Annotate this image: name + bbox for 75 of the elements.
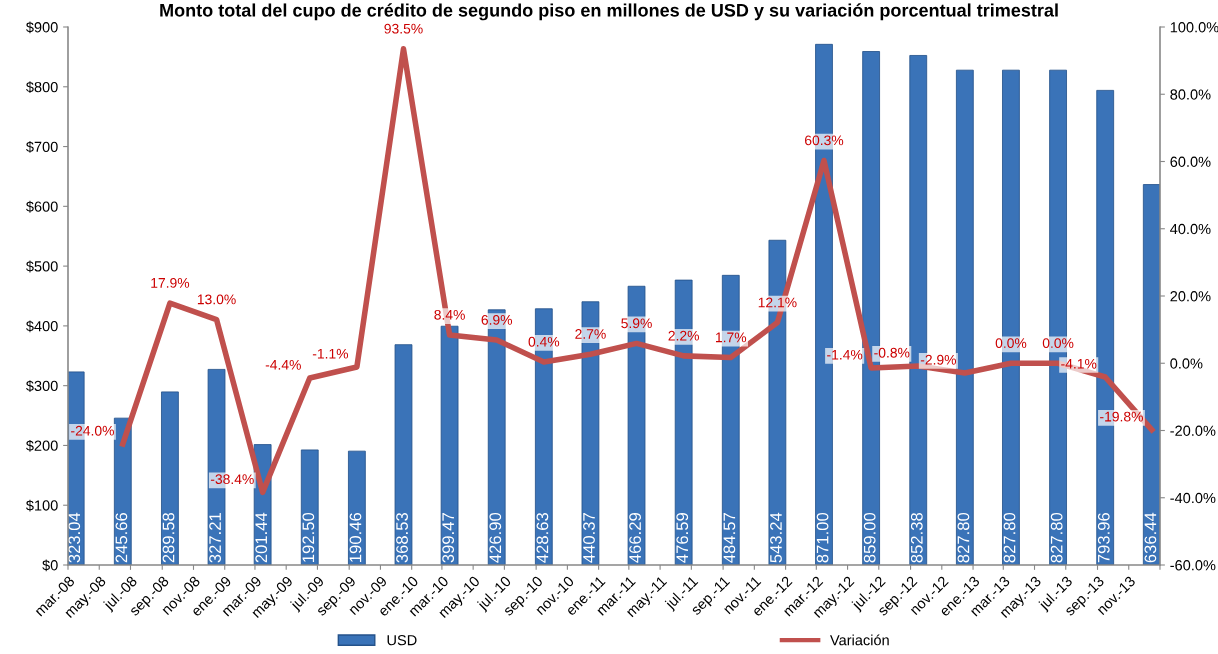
data-label: 428.63 <box>536 512 549 563</box>
bar <box>348 450 366 565</box>
data-label: 399.47 <box>442 513 455 563</box>
data-label: 201.44 <box>255 512 268 563</box>
bar <box>955 69 974 565</box>
data-label: 636.44 <box>1144 512 1157 563</box>
y2-tick-label: -40.0% <box>1170 492 1216 504</box>
data-label: 12.1% <box>758 297 797 308</box>
data-label: 2.2% <box>668 330 699 341</box>
data-label: -0.8% <box>874 347 910 358</box>
bar <box>440 325 459 565</box>
y2-tick-label: -60.0% <box>1170 560 1216 571</box>
y-tick-label: $0 <box>42 559 58 572</box>
data-label: -1.4% <box>827 349 863 360</box>
data-label: 440.37 <box>583 513 595 563</box>
data-label: 93.5% <box>384 23 423 34</box>
y2-tick-label: 0.0% <box>1170 358 1203 369</box>
data-label: -4.4% <box>265 359 301 370</box>
data-label: 6.9% <box>481 314 513 325</box>
data-label: 484.57 <box>723 513 736 563</box>
y2-tick-label: 80.0% <box>1170 89 1211 100</box>
y-tick-label: $700 <box>26 141 58 153</box>
data-label: 368.53 <box>396 512 408 563</box>
data-label: 323.04 <box>68 512 81 563</box>
chart-title: Monto total del cupo de crédito de segundo piso en millones de USD y su variación porcentual trimestral <box>160 3 1058 21</box>
bar <box>161 391 179 565</box>
data-label: 543.24 <box>770 512 782 563</box>
data-label: -38.4% <box>210 474 254 485</box>
data-label: 466.29 <box>629 513 642 563</box>
y-tick-label: $100 <box>26 499 58 512</box>
data-label: 1.7% <box>716 332 747 343</box>
y-tick-label: $300 <box>26 380 58 392</box>
data-label: -2.9% <box>920 354 957 365</box>
bar <box>300 449 319 565</box>
data-label: 827.80 <box>1050 512 1063 563</box>
y-tick-label: $500 <box>26 260 58 273</box>
y-tick-label: $900 <box>26 21 58 34</box>
y-tick-label: $600 <box>26 200 58 213</box>
y-tick-label: $800 <box>26 81 58 94</box>
data-label: -1.1% <box>312 348 349 359</box>
bar <box>394 344 413 565</box>
data-label: -19.8% <box>1100 411 1143 422</box>
data-label: 827.80 <box>957 512 970 563</box>
data-label: 793.96 <box>1097 512 1110 563</box>
data-label: 5.9% <box>621 318 652 329</box>
y-tick-label: $400 <box>26 320 58 333</box>
y2-tick-label: 20.0% <box>1170 291 1211 302</box>
data-label: 327.21 <box>209 513 222 563</box>
data-label: 852.38 <box>910 512 923 563</box>
y2-tick-label: 60.0% <box>1170 156 1211 167</box>
data-label: 0.0% <box>995 338 1027 348</box>
data-label: 426.90 <box>489 512 502 563</box>
data-label: 2.7% <box>575 329 606 339</box>
data-label: 245.66 <box>115 512 128 563</box>
data-label: 0.0% <box>1042 338 1074 348</box>
data-label: 827.80 <box>1003 512 1016 563</box>
data-label: 60.3% <box>805 135 844 146</box>
data-label: 192.50 <box>302 512 315 562</box>
data-label: 0.4% <box>528 336 560 347</box>
data-label: 476.59 <box>676 513 689 563</box>
data-label: -4.1% <box>1061 358 1097 369</box>
y2-tick-label: -20.0% <box>1170 425 1216 436</box>
data-label: -24.0% <box>71 425 114 436</box>
y2-tick-label: 40.0% <box>1170 223 1211 235</box>
data-label: 13.0% <box>197 294 236 305</box>
data-label: 289.58 <box>162 512 175 563</box>
legend-label: USD <box>387 635 417 646</box>
data-label: 190.46 <box>349 512 362 562</box>
data-label: 17.9% <box>151 277 190 288</box>
y2-tick-label: 100.0% <box>1170 22 1218 33</box>
data-label: 8.4% <box>434 309 465 320</box>
data-label: 871.00 <box>816 512 829 563</box>
data-label: 859.00 <box>863 512 876 563</box>
legend-label: Variación <box>830 634 889 646</box>
y-tick-label: $200 <box>26 439 58 452</box>
